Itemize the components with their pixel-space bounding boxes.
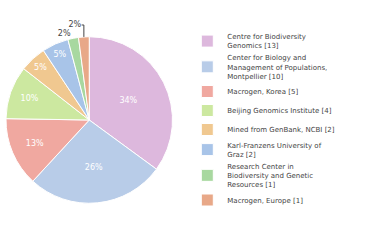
svg-text:Macrogen, Europe [1]: Macrogen, Europe [1] bbox=[227, 197, 303, 205]
svg-text:13%: 13% bbox=[26, 139, 44, 148]
svg-text:Beijing Genomics Institute [4]: Beijing Genomics Institute [4] bbox=[227, 107, 331, 115]
svg-text:Center for Biology andManageme: Center for Biology andManagement of Popu… bbox=[227, 54, 327, 80]
svg-text:2%: 2% bbox=[58, 29, 71, 38]
svg-text:Research Center inBiodiversity: Research Center inBiodiversity and Genet… bbox=[227, 163, 313, 189]
svg-text:5%: 5% bbox=[53, 50, 66, 59]
svg-text:26%: 26% bbox=[85, 163, 103, 172]
svg-text:5%: 5% bbox=[34, 63, 47, 72]
svg-text:Karl-Franzens University ofGra: Karl-Franzens University ofGraz [2] bbox=[227, 142, 321, 159]
svg-text:Macrogen, Korea [5]: Macrogen, Korea [5] bbox=[227, 88, 298, 96]
svg-text:Mined from GenBank, NCBI [2]: Mined from GenBank, NCBI [2] bbox=[227, 126, 335, 134]
svg-text:Centre for BiodiversityGenomic: Centre for BiodiversityGenomics [13] bbox=[227, 33, 306, 50]
svg-text:10%: 10% bbox=[21, 94, 39, 103]
svg-text:34%: 34% bbox=[119, 96, 137, 105]
svg-text:2%: 2% bbox=[69, 20, 82, 29]
